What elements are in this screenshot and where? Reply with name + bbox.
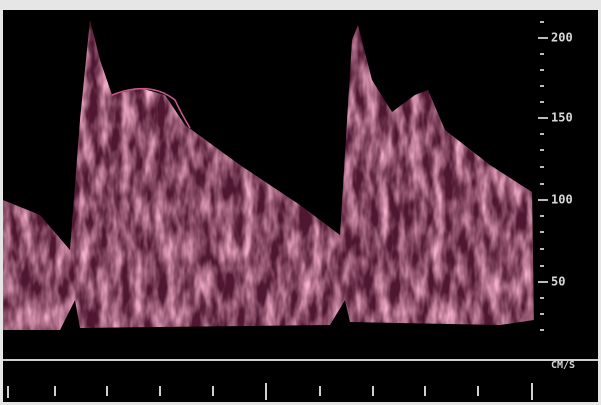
scale-label: 100: [551, 193, 573, 207]
scale-label: 150: [551, 111, 573, 125]
scale-unit: CM/S: [551, 360, 575, 371]
time-ticks: [7, 383, 533, 400]
velocity-scale: [538, 21, 548, 331]
scale-label: 50: [551, 275, 565, 289]
scale-label: 200: [551, 31, 573, 45]
waveform-spectrum: [3, 20, 534, 330]
envelope-trace: [111, 87, 191, 129]
